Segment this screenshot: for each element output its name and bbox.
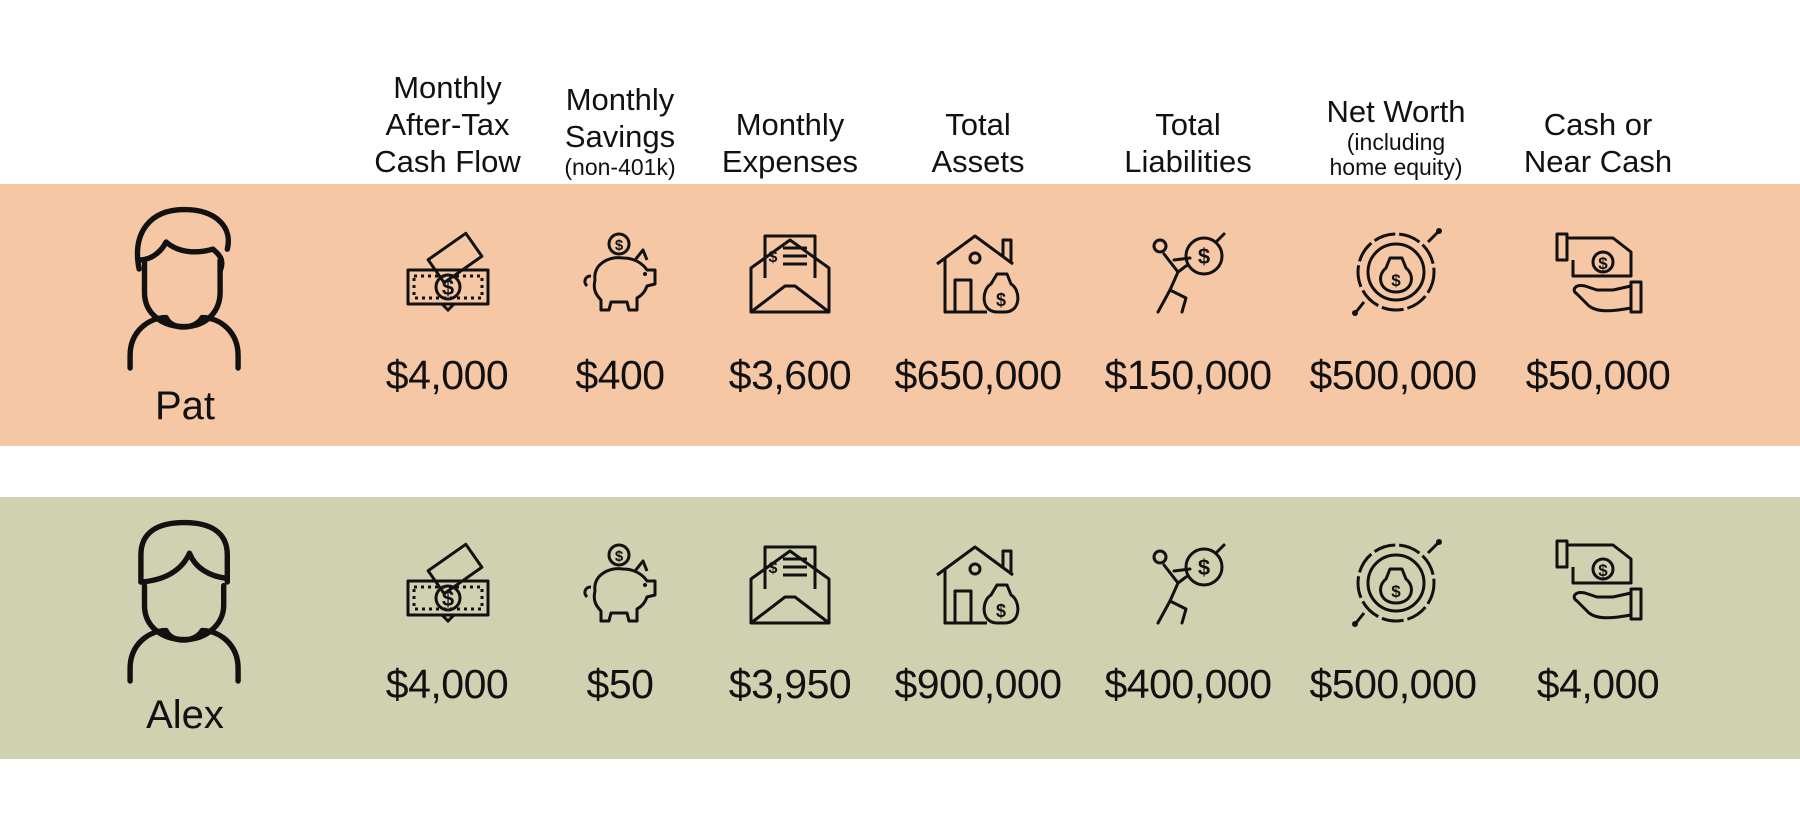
header-line: Savings: [564, 119, 676, 154]
money-bills-icon: [402, 228, 492, 318]
header-total-liabilities: Total Liabilities: [1098, 50, 1278, 180]
cash-in-hand-icon: [1553, 230, 1643, 320]
header-line: Total: [1155, 107, 1221, 142]
header-line: Assets: [931, 144, 1025, 179]
money-bills-icon: [402, 539, 492, 629]
header-net-worth: Net Worth (including home equity): [1296, 50, 1496, 180]
header-line: Expenses: [721, 144, 859, 179]
person-name: Alex: [146, 693, 224, 737]
header-monthly-savings: Monthly Savings (non-401k): [530, 50, 710, 180]
header-line: Total: [945, 107, 1011, 142]
value-total-liabilities: $150,000: [1104, 352, 1272, 398]
piggy-bank-icon: [575, 539, 665, 629]
value-monthly-cash-flow: $4,000: [385, 352, 509, 398]
header-line: Cash or: [1543, 107, 1653, 142]
piggy-bank-icon: [575, 228, 665, 318]
header-monthly-cash-flow: Monthly After-Tax Cash Flow: [345, 50, 550, 180]
value-net-worth: $500,000: [1309, 352, 1477, 398]
value-monthly-expenses: $3,600: [728, 352, 852, 398]
header-cash: Cash or Near Cash: [1498, 50, 1698, 180]
value-total-liabilities: $400,000: [1104, 661, 1272, 707]
value-total-assets: $900,000: [894, 661, 1062, 707]
bill-envelope-icon: [745, 228, 835, 318]
pat-row: Pat $4,000 $400 $3,600 $650,000 $150,000…: [0, 184, 1800, 446]
person-pat: Pat: [110, 184, 260, 428]
person-icon: [120, 206, 250, 386]
value-monthly-savings: $400: [575, 352, 665, 398]
header-line: Near Cash: [1523, 144, 1673, 179]
house-money-bag-icon: [933, 539, 1023, 629]
person-alex: Alex: [110, 497, 260, 737]
value-net-worth: $500,000: [1309, 661, 1477, 707]
net-worth-icon: [1352, 539, 1442, 629]
bill-envelope-icon: [745, 539, 835, 629]
header-line: Net Worth: [1326, 94, 1466, 129]
person-icon: [120, 519, 250, 699]
header-line: Cash Flow: [374, 144, 521, 179]
value-monthly-expenses: $3,950: [728, 661, 852, 707]
header-total-assets: Total Assets: [888, 50, 1068, 180]
header-subline: home equity): [1329, 154, 1463, 180]
burden-debt-icon: [1146, 228, 1236, 318]
header-line: Monthly: [565, 82, 675, 117]
header-line: After-Tax: [385, 107, 510, 142]
value-monthly-savings: $50: [586, 661, 654, 707]
value-cash: $50,000: [1525, 352, 1671, 398]
header-line: Liabilities: [1124, 144, 1252, 179]
value-total-assets: $650,000: [894, 352, 1062, 398]
burden-debt-icon: [1146, 539, 1236, 629]
header-line: Monthly: [735, 107, 845, 142]
net-worth-icon: [1352, 228, 1442, 318]
header-subline: (non-401k): [564, 154, 676, 180]
value-monthly-cash-flow: $4,000: [385, 661, 509, 707]
house-money-bag-icon: [933, 228, 1023, 318]
cash-in-hand-icon: [1553, 537, 1643, 627]
value-cash: $4,000: [1536, 661, 1660, 707]
alex-row: Alex $4,000 $50 $3,950 $900,000 $400,000…: [0, 497, 1800, 759]
person-name: Pat: [154, 384, 216, 428]
header-monthly-expenses: Monthly Expenses: [700, 50, 880, 180]
header-line: Monthly: [393, 70, 502, 105]
header-subline: (including: [1346, 129, 1446, 155]
